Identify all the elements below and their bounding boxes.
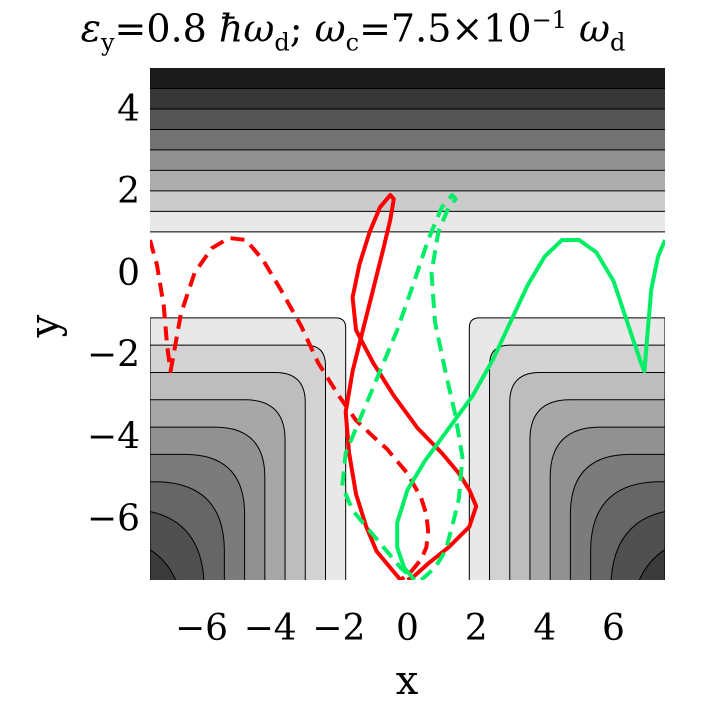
y-tick-label: −2 (87, 335, 140, 376)
contour-band (150, 170, 665, 191)
trajectory-red-dashed (150, 236, 431, 580)
y-tick-label: 4 (117, 89, 140, 130)
x-tick-label: −6 (175, 608, 228, 649)
title-omega-d-sub: d (610, 28, 626, 57)
contour-band (150, 129, 665, 150)
title-hbar-omega: ħω (218, 6, 275, 51)
x-tick-label: 2 (465, 608, 488, 649)
title-omega-d: ω (566, 6, 611, 51)
title-omega-c: ω (314, 6, 346, 51)
y-tick-label: −4 (87, 417, 140, 458)
title-exponent: −1 (531, 6, 567, 34)
contour-band (150, 190, 665, 212)
contour-band (150, 211, 665, 232)
tick-labels: −6 −4 −2 0 2 4 6 −6 −4 −2 0 2 4 (87, 89, 625, 649)
title-omega-c-value: =7.5×10 (359, 6, 532, 51)
contour-region-right (638, 535, 665, 580)
y-tick-label: 0 (117, 253, 140, 294)
x-tick-label: 4 (533, 608, 556, 649)
contour-band (150, 108, 665, 130)
x-tick-label: 0 (396, 608, 419, 649)
title-hbar-sub: d (274, 28, 290, 57)
title-separator: ; (289, 6, 315, 51)
y-tick-label: −6 (87, 499, 140, 540)
trajectory-green-dashed (340, 193, 465, 580)
x-tick-label: −2 (312, 608, 365, 649)
x-tick-label: 6 (602, 608, 625, 649)
contour-region-left (150, 535, 177, 580)
title-omega-c-sub: c (345, 28, 360, 57)
contour-region-left (150, 563, 151, 580)
y-axis-label: y (22, 314, 68, 338)
contour-band (150, 149, 665, 171)
x-tick-label: −4 (244, 608, 297, 649)
trajectory-green-solid (395, 238, 665, 580)
contour-band (150, 88, 665, 109)
title-eps-sub: y (100, 28, 115, 57)
trajectory-layer (150, 193, 665, 580)
chart-title: εy=0.8 ħωd; ωc=7.5×10−1 ωd (0, 6, 706, 56)
y-tick-label: 2 (117, 171, 140, 212)
contour-band (150, 68, 665, 89)
contour-background (150, 68, 665, 580)
title-eps-value: =0.8 (114, 6, 219, 51)
trajectory-red-solid (343, 193, 479, 580)
title-epsilon: ε (80, 6, 101, 51)
x-axis-label: x (396, 658, 419, 704)
